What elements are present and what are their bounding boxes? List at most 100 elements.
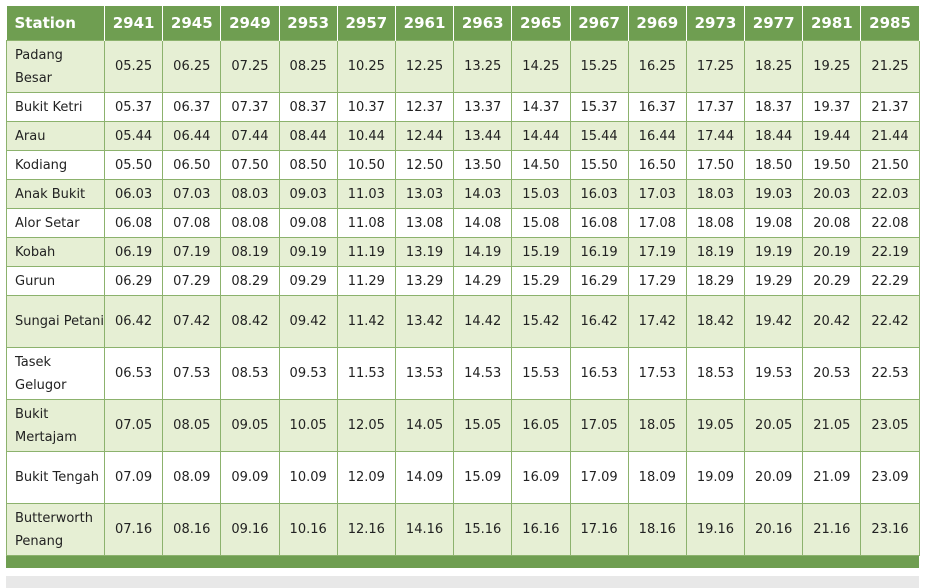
departure-time-cell: 21.37 <box>860 92 920 122</box>
station-name-cell: Bukit Ketri <box>6 92 105 122</box>
departure-time-cell: 07.50 <box>220 150 280 180</box>
departure-time-cell: 13.19 <box>394 237 455 267</box>
departure-time-cell: 19.16 <box>685 503 746 556</box>
departure-time-cell: 12.09 <box>336 451 396 504</box>
departure-time-cell: 14.42 <box>453 295 513 348</box>
timetable-table: Station 2941 2945 2949 2953 2957 2961 2963 2965… <box>6 6 920 556</box>
departure-time-cell: 08.29 <box>220 266 280 296</box>
departure-time-cell: 15.37 <box>569 92 629 122</box>
departure-time-cell: 07.03 <box>162 179 222 209</box>
departure-time-cell: 05.50 <box>103 150 164 180</box>
departure-time-cell: 09.19 <box>278 237 338 267</box>
departure-time-cell: 05.25 <box>103 40 164 93</box>
train-number-header: 2963 <box>453 6 513 41</box>
departure-time-cell: 22.42 <box>860 295 920 348</box>
train-number-header: 2941 <box>104 6 164 41</box>
departure-time-cell: 13.42 <box>394 295 455 348</box>
departure-time-cell: 15.08 <box>511 208 571 238</box>
departure-time-cell: 07.08 <box>162 208 222 238</box>
table-row: Bukit Mertajam 07.05 08.05 09.05 10.05 12.05 1… <box>6 399 920 452</box>
departure-time-cell: 18.05 <box>627 399 687 452</box>
departure-time-cell: 07.19 <box>162 237 222 267</box>
table-row: Alor Setar 06.08 07.08 08.08 09.08 11.08 13.08… <box>6 208 920 238</box>
departure-time-cell: 14.19 <box>453 237 513 267</box>
train-number-header: 2981 <box>802 6 862 41</box>
departure-time-cell: 11.19 <box>336 237 396 267</box>
train-number-header: 2953 <box>279 6 338 41</box>
departure-time-cell: 17.05 <box>569 399 629 452</box>
departure-time-cell: 07.16 <box>103 503 164 556</box>
table-row: Kobah 06.19 07.19 08.19 09.19 11.19 13.19 14.19… <box>6 237 920 267</box>
departure-time-cell: 17.19 <box>627 237 687 267</box>
departure-time-cell: 18.37 <box>744 92 804 122</box>
departure-time-cell: 09.53 <box>278 347 338 400</box>
departure-time-cell: 14.37 <box>511 92 571 122</box>
departure-time-cell: 18.25 <box>744 40 804 93</box>
departure-time-cell: 17.25 <box>685 40 746 93</box>
departure-time-cell: 08.44 <box>278 121 338 151</box>
departure-time-cell: 13.53 <box>394 347 455 400</box>
departure-time-cell: 15.53 <box>511 347 571 400</box>
departure-time-cell: 08.08 <box>220 208 280 238</box>
station-name-cell: Anak Bukit <box>6 179 105 209</box>
departure-time-cell: 06.08 <box>103 208 164 238</box>
departure-time-cell: 19.42 <box>744 295 804 348</box>
departure-time-cell: 09.03 <box>278 179 338 209</box>
departure-time-cell: 06.29 <box>103 266 164 296</box>
departure-time-cell: 08.42 <box>220 295 280 348</box>
departure-time-cell: 18.29 <box>685 266 746 296</box>
station-name-cell: Kobah <box>6 237 105 267</box>
departure-time-cell: 06.19 <box>103 237 164 267</box>
table-row: Gurun 06.29 07.29 08.29 09.29 11.29 13.29 14.29… <box>6 266 920 296</box>
departure-time-cell: 07.29 <box>162 266 222 296</box>
departure-time-cell: 18.03 <box>685 179 746 209</box>
departure-time-cell: 13.25 <box>453 40 513 93</box>
departure-time-cell: 12.05 <box>336 399 396 452</box>
departure-time-cell: 17.42 <box>627 295 687 348</box>
departure-time-cell: 16.25 <box>627 40 687 93</box>
departure-time-cell: 18.08 <box>685 208 746 238</box>
departure-time-cell: 10.09 <box>278 451 338 504</box>
train-number-header: 2945 <box>162 6 222 41</box>
departure-time-cell: 08.05 <box>162 399 222 452</box>
train-number-header: 2985 <box>860 6 920 41</box>
departure-time-cell: 09.09 <box>220 451 280 504</box>
departure-time-cell: 22.03 <box>860 179 920 209</box>
table-row: Sungai Petani 06.42 07.42 08.42 09.42 11.42 13… <box>6 295 920 348</box>
departure-time-cell: 20.53 <box>802 347 862 400</box>
departure-time-cell: 09.05 <box>220 399 280 452</box>
departure-time-cell: 14.05 <box>394 399 455 452</box>
header-row: Station 2941 2945 2949 2953 2957 2961 2963 2965… <box>6 6 920 41</box>
train-number-header: 2957 <box>337 6 396 41</box>
departure-time-cell: 19.44 <box>802 121 862 151</box>
departure-time-cell: 22.29 <box>860 266 920 296</box>
table-row: Butterworth Penang 07.16 08.16 09.16 10.16 12… <box>6 503 920 556</box>
departure-time-cell: 08.53 <box>220 347 280 400</box>
departure-time-cell: 20.16 <box>744 503 804 556</box>
departure-time-cell: 13.44 <box>453 121 513 151</box>
departure-time-cell: 16.19 <box>569 237 629 267</box>
departure-time-cell: 09.08 <box>278 208 338 238</box>
departure-time-cell: 10.25 <box>336 40 396 93</box>
timetable-body: Padang Besar 05.25 06.25 07.25 08.25 10.25 12.… <box>6 40 920 556</box>
departure-time-cell: 14.44 <box>511 121 571 151</box>
departure-time-cell: 19.50 <box>802 150 862 180</box>
departure-time-cell: 22.19 <box>860 237 920 267</box>
departure-time-cell: 21.09 <box>802 451 862 504</box>
departure-time-cell: 08.09 <box>162 451 222 504</box>
departure-time-cell: 14.50 <box>511 150 571 180</box>
departure-time-cell: 15.44 <box>569 121 629 151</box>
departure-time-cell: 18.42 <box>685 295 746 348</box>
departure-time-cell: 12.50 <box>394 150 455 180</box>
departure-time-cell: 19.53 <box>744 347 804 400</box>
train-number-header: 2965 <box>511 6 571 41</box>
departure-time-cell: 09.42 <box>278 295 338 348</box>
departure-time-cell: 23.16 <box>860 503 920 556</box>
train-number-header: 2969 <box>628 6 687 41</box>
departure-time-cell: 22.53 <box>860 347 920 400</box>
departure-time-cell: 08.03 <box>220 179 280 209</box>
departure-time-cell: 07.05 <box>103 399 164 452</box>
table-row: Anak Bukit 06.03 07.03 08.03 09.03 11.03 13.03… <box>6 179 920 209</box>
departure-time-cell: 17.37 <box>685 92 746 122</box>
train-number-header: 2961 <box>395 6 455 41</box>
